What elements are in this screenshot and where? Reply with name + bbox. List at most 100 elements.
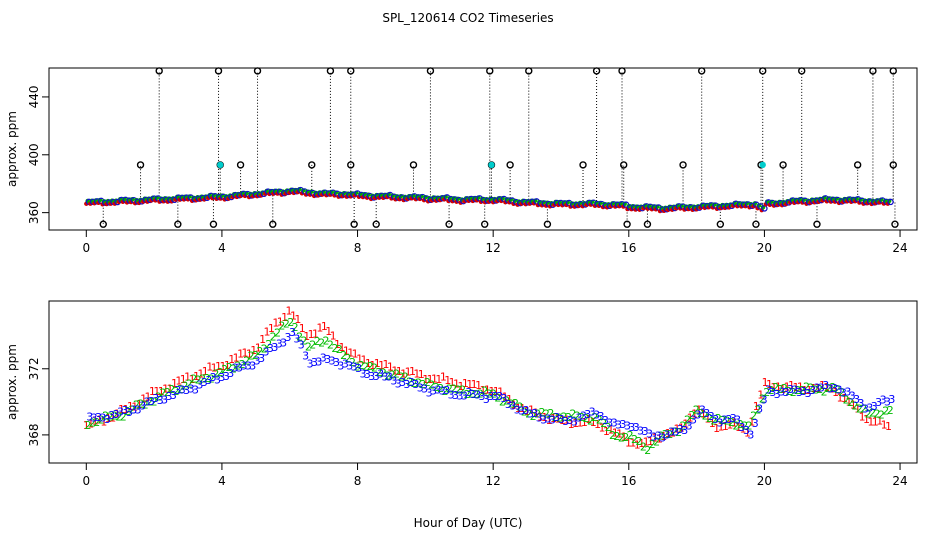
bottom-series-3-mark: 3: [589, 406, 596, 419]
bottom-series-2-mark: 2: [177, 383, 184, 396]
bottom-series-1-mark: 1: [352, 347, 359, 360]
bottom-series-2-mark: 2: [248, 349, 255, 362]
bottom-series-1-mark: 1: [303, 330, 310, 343]
bottom-series-2-mark: 2: [362, 360, 369, 373]
bottom-series-1-mark: 1: [603, 425, 610, 438]
bottom-series-2-mark: 2: [93, 416, 100, 429]
bottom-series-3-mark: 3: [672, 425, 679, 438]
bottom-series-2-mark: 2: [781, 382, 788, 395]
bottom-series-2-mark: 2: [843, 393, 850, 406]
bottom-series-2-mark: 2: [358, 359, 365, 372]
top-outlier-point: [525, 67, 533, 75]
top-outlier-point: [697, 67, 706, 75]
bottom-series-2-mark: 2: [129, 403, 136, 416]
bottom-series-3-mark: 3: [597, 410, 604, 423]
bottom-series-3-mark: 3: [412, 378, 419, 391]
top-outlier-point: [813, 220, 821, 228]
bottom-series-2-mark: 2: [644, 444, 651, 457]
bottom-series-1-mark: 1: [621, 431, 628, 444]
bottom-series-1-mark: 1: [762, 376, 769, 389]
bottom-series-2-mark: 2: [107, 411, 114, 424]
bottom-series-3-mark: 3: [139, 400, 146, 413]
bottom-series-3-mark: 3: [858, 397, 865, 410]
bottom-series-1-mark: 1: [462, 377, 469, 390]
bottom-series-3-mark: 3: [240, 359, 247, 372]
bottom-series-2-mark: 2: [825, 382, 832, 395]
bottom-series-2-mark: 2: [578, 411, 585, 424]
bottom-series-1-mark: 1: [427, 373, 434, 386]
bottom-series-3-mark: 3: [686, 420, 693, 433]
top-outlier-point: [372, 220, 380, 228]
bottom-series-3-mark: 3: [593, 409, 600, 422]
bottom-series-1-mark: 1: [554, 412, 561, 425]
bottom-series-1-mark: 1: [193, 370, 200, 383]
top-y-axis-label: approx. ppm: [5, 111, 19, 187]
bottom-series-3-mark: 3: [337, 360, 344, 373]
bottom-series-2-mark: 2: [84, 419, 91, 432]
bottom-series-2-mark: 2: [561, 411, 568, 424]
bottom-series-3-mark: 3: [311, 356, 318, 369]
top-outlier-point: [798, 67, 806, 75]
bottom-series-3-mark: 3: [404, 378, 411, 391]
top-cyan-point: [759, 161, 766, 169]
bottom-series-1-mark: 1: [792, 381, 799, 394]
top-outlier-point: [889, 67, 897, 75]
bottom-series-3-mark: 3: [99, 412, 106, 425]
bottom-series-1-mark: 1: [171, 377, 178, 390]
bottom-series-3-mark: 3: [734, 414, 741, 427]
bottom-series-1-mark: 1: [440, 371, 447, 384]
bottom-series-1-mark: 1: [625, 437, 632, 450]
bottom-series-1-mark: 1: [814, 382, 821, 395]
bottom-series-2-mark: 2: [627, 429, 634, 442]
bottom-series-1-mark: 1: [444, 374, 451, 387]
bottom-series-3-mark: 3: [540, 413, 547, 426]
bottom-series-3-mark: 3: [584, 408, 591, 421]
bottom-series-3-mark: 3: [668, 425, 675, 438]
bottom-series-3-mark: 3: [258, 352, 265, 365]
bottom-series-3-mark: 3: [880, 394, 887, 407]
bottom-series-3-mark: 3: [399, 376, 406, 389]
bottom-series-3-mark: 3: [571, 416, 578, 429]
bottom-series-3-mark: 3: [756, 403, 763, 416]
bottom-series-1-mark: 1: [859, 410, 866, 423]
bottom-series-2-mark: 2: [111, 409, 118, 422]
bottom-series-1-mark: 1: [312, 327, 319, 340]
bottom-series-2-mark: 2: [600, 417, 607, 430]
bottom-series-3-mark: 3: [787, 383, 794, 396]
bottom-series-3-mark: 3: [227, 367, 234, 380]
bottom-series-2-mark: 2: [309, 339, 316, 352]
bottom-series-2-mark: 2: [596, 414, 603, 427]
bottom-series-3-mark: 3: [492, 390, 499, 403]
bottom-series-3-mark: 3: [359, 367, 366, 380]
bottom-series-1-mark: 1: [400, 367, 407, 380]
bottom-series-1-mark: 1: [409, 365, 416, 378]
bottom-series-1-mark: 1: [660, 430, 667, 443]
bottom-series-1-mark: 1: [885, 420, 892, 433]
bottom-series-2-mark: 2: [296, 330, 303, 343]
bottom-series-1-mark: 1: [308, 328, 315, 341]
bottom-series-2-mark: 2: [856, 402, 863, 415]
bottom-series-3-mark: 3: [315, 356, 322, 369]
top-outlier-point: [209, 220, 218, 228]
bottom-series-2-mark: 2: [323, 334, 330, 347]
bottom-series-3-mark: 3: [478, 390, 485, 403]
bottom-series-1-mark: 1: [841, 392, 848, 405]
bottom-series-2-mark: 2: [459, 383, 466, 396]
bottom-series-2-mark: 2: [345, 352, 352, 365]
bottom-series-2-mark: 2: [565, 411, 572, 424]
top-axes: 0 4 8 12 16 20 24 360 400 440: [27, 85, 908, 255]
bottom-series-2-mark: 2: [164, 386, 171, 399]
top-outlier-point: [350, 220, 358, 228]
bottom-series-1-mark: 1: [378, 359, 385, 372]
bottom-series-1-mark: 1: [118, 403, 125, 416]
bottom-series-1-mark: 1: [175, 374, 182, 387]
bottom-series-2-mark: 2: [662, 428, 669, 441]
bottom-series-2-mark: 2: [640, 440, 647, 453]
bottom-series-3-mark: 3: [518, 404, 525, 417]
bottom-series-1-mark: 1: [325, 325, 332, 338]
bottom-series-3-mark: 3: [624, 419, 631, 432]
bottom-series-2-mark: 2: [433, 381, 440, 394]
bottom-series-1-mark: 1: [374, 357, 381, 370]
bottom-series-1-mark: 1: [228, 353, 235, 366]
bottom-series-3-mark: 3: [148, 395, 155, 408]
